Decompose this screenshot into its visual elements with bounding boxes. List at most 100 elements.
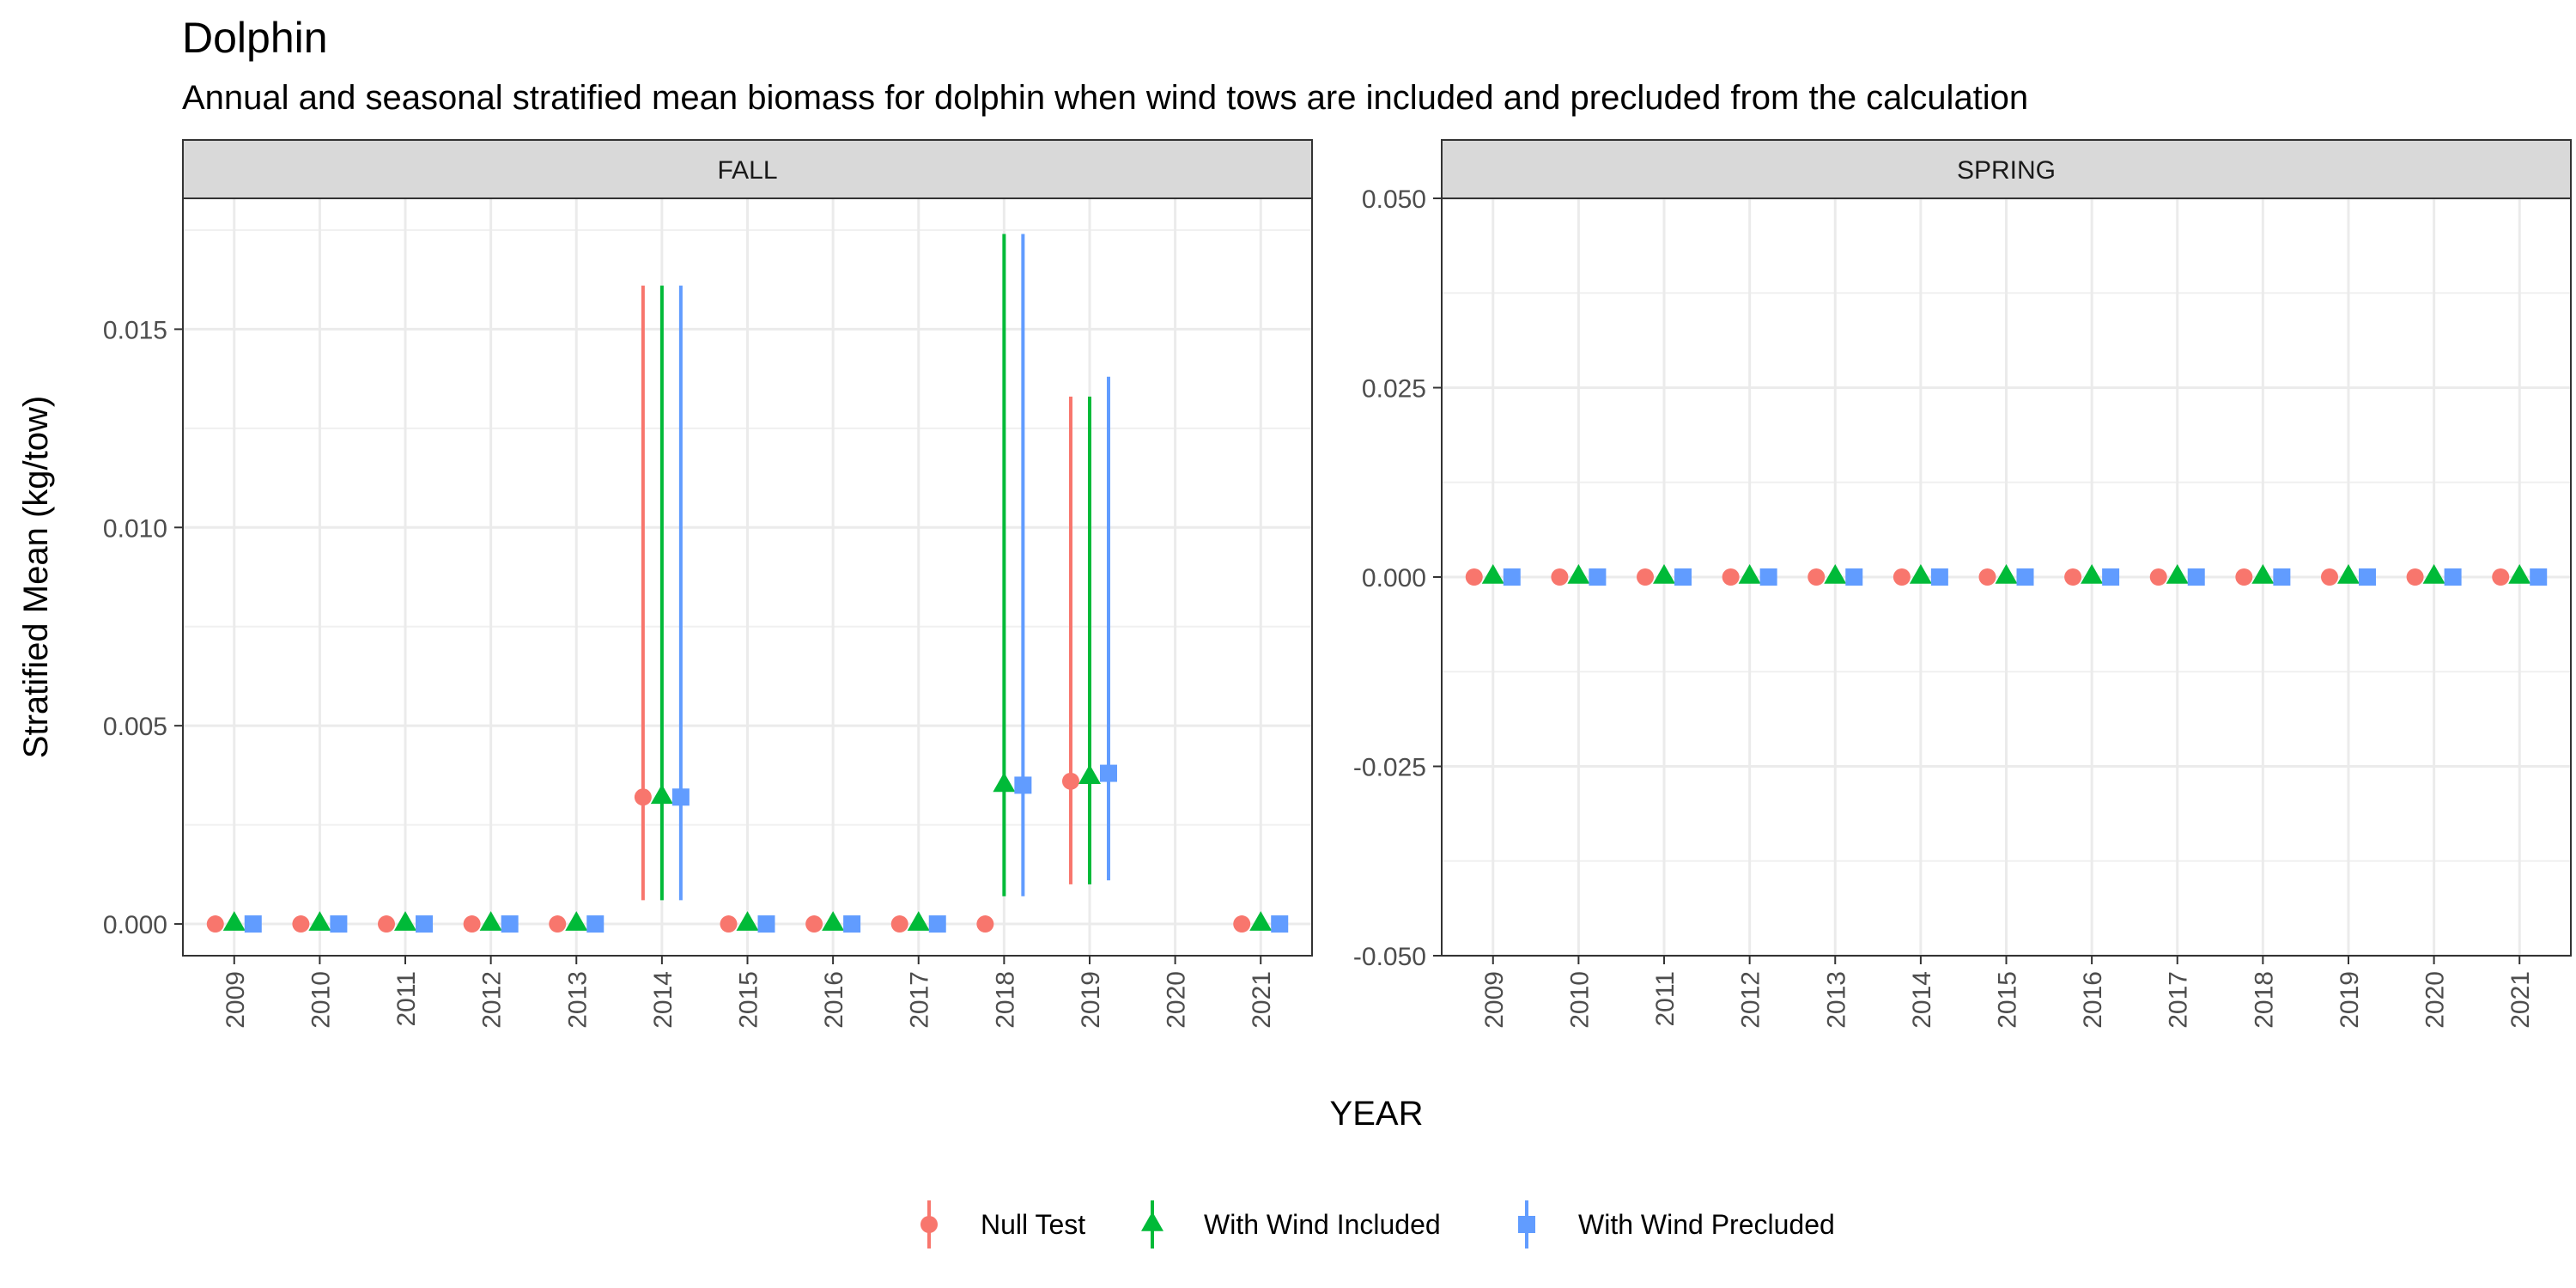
data-point <box>2102 568 2120 586</box>
panel-spring: -0.050 -0.025 0.000 0.025 0.050 2009 2010 2011 2… <box>1353 139 2572 1029</box>
x-tick-label: 2010 <box>1565 971 1594 1029</box>
data-point <box>1824 564 1847 584</box>
data-point <box>1551 568 1569 586</box>
x-tick-label: 2012 <box>478 971 507 1029</box>
data-point <box>2508 564 2531 584</box>
x-tick-label: 2011 <box>1651 971 1680 1027</box>
data-point <box>2444 568 2462 586</box>
data-point <box>2166 564 2189 584</box>
legend-item: With Wind Precluded <box>1518 1200 1835 1249</box>
data-point <box>378 915 396 933</box>
data-point <box>2422 564 2445 584</box>
y-tick-label: 0.010 <box>103 514 167 543</box>
data-point <box>308 911 331 931</box>
data-point <box>586 915 605 933</box>
legend-label: With Wind Precluded <box>1578 1209 1835 1240</box>
legend-item: With Wind Included <box>1141 1200 1441 1249</box>
data-point <box>2320 568 2338 586</box>
data-point <box>479 911 502 931</box>
y-tick-label: 0.015 <box>103 316 167 344</box>
data-point <box>1465 568 1483 586</box>
data-point <box>671 788 690 806</box>
data-point <box>1653 564 1676 584</box>
x-tick-label: 2016 <box>820 971 848 1029</box>
data-point <box>206 915 224 933</box>
panel-fall: 0.000 0.005 0.010 0.015 2009 2010 2011 2012 2013… <box>103 139 1313 1029</box>
facet-strip <box>1441 139 2572 199</box>
legend-key-marker <box>1141 1212 1163 1231</box>
data-point <box>2064 568 2082 586</box>
data-point <box>1061 772 1079 790</box>
data-point <box>822 911 845 931</box>
data-point <box>463 915 481 933</box>
data-point <box>1995 564 2018 584</box>
data-point <box>1481 564 1504 584</box>
data-point <box>565 911 588 931</box>
y-axis-title: Stratified Mean (kg/tow) <box>17 396 55 758</box>
legend-label: Null Test <box>981 1209 1085 1240</box>
data-point <box>394 911 417 931</box>
x-tick-label: 2019 <box>1077 971 1105 1029</box>
data-point <box>1567 564 1590 584</box>
data-point <box>1759 568 1777 586</box>
data-point <box>2406 568 2424 586</box>
data-point <box>805 915 823 933</box>
data-point <box>292 915 310 933</box>
data-point <box>1722 568 1740 586</box>
x-tick-label: 2010 <box>307 971 335 1029</box>
chart-title: Dolphin <box>182 14 328 62</box>
data-point <box>2336 564 2360 584</box>
x-tick-label: 2020 <box>1163 971 1191 1029</box>
data-point <box>1930 568 1948 586</box>
data-point <box>1738 564 1761 584</box>
x-tick-label: 2018 <box>2250 971 2278 1029</box>
x-tick-label: 2017 <box>906 971 934 1029</box>
x-tick-label: 2015 <box>735 971 763 1029</box>
data-point <box>993 772 1016 793</box>
data-point <box>1637 568 1655 586</box>
facet-strip-label: SPRING <box>1957 156 2056 185</box>
data-point <box>416 915 434 933</box>
x-tick-label: 2014 <box>649 971 677 1029</box>
y-tick-label: 0.005 <box>103 713 167 741</box>
data-point <box>1909 564 1932 584</box>
data-point <box>1978 568 1996 586</box>
data-point <box>1078 764 1101 784</box>
data-point <box>2251 564 2275 584</box>
facet-strip <box>182 139 1313 199</box>
x-axis-title: YEAR <box>1330 1095 1424 1133</box>
data-point <box>907 911 930 931</box>
x-tick-label: 2013 <box>563 971 592 1029</box>
y-tick-label: -0.025 <box>1353 754 1426 782</box>
data-point <box>1099 764 1117 782</box>
data-point <box>2530 568 2548 586</box>
data-point <box>2235 568 2253 586</box>
x-tick-label: 2017 <box>2165 971 2193 1029</box>
y-tick-label: 0.050 <box>1362 185 1426 214</box>
data-point <box>222 911 246 931</box>
data-point <box>2016 568 2034 586</box>
data-point <box>2149 568 2167 586</box>
data-point <box>2081 564 2104 584</box>
y-tick-label: 0.025 <box>1362 375 1426 404</box>
data-point <box>1271 915 1289 933</box>
y-tick-label: 0.000 <box>1362 564 1426 592</box>
x-tick-label: 2016 <box>2079 971 2107 1029</box>
x-tick-label: 2011 <box>392 971 421 1027</box>
data-point <box>2187 568 2205 586</box>
data-point <box>1589 568 1607 586</box>
data-point <box>1807 568 1826 586</box>
x-tick-label: 2015 <box>1994 971 2022 1029</box>
data-point <box>2273 568 2291 586</box>
data-point <box>843 915 861 933</box>
data-point <box>549 915 567 933</box>
data-point <box>736 911 759 931</box>
legend: Null Test With Wind Included With Wind Pre… <box>920 1200 1835 1249</box>
y-tick-label: -0.050 <box>1353 943 1426 971</box>
data-point <box>244 915 262 933</box>
x-tick-label: 2009 <box>1480 971 1509 1029</box>
x-tick-label: 2020 <box>2421 971 2450 1029</box>
data-point <box>2358 568 2376 586</box>
x-tick-label: 2018 <box>991 971 1019 1029</box>
